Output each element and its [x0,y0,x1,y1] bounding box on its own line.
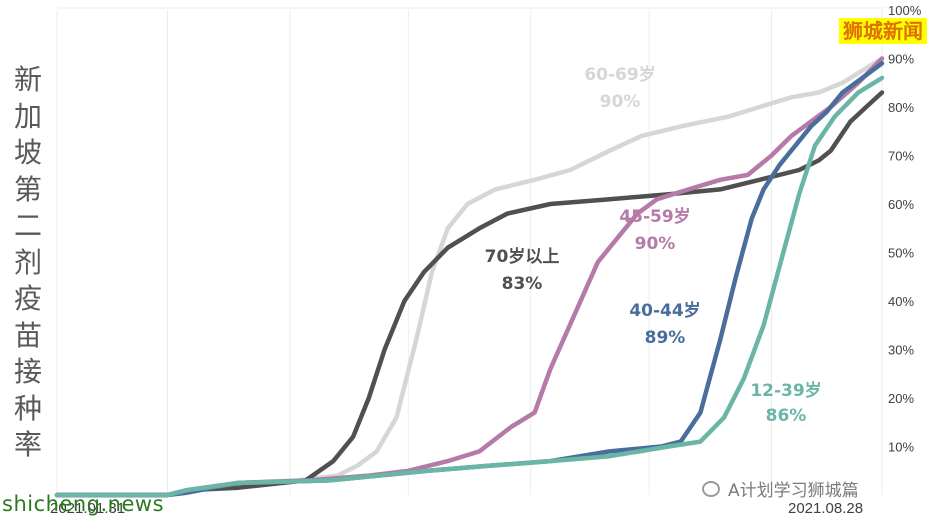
title-char: 二 [13,209,42,242]
title-char: 剂 [13,245,42,279]
series-value-label: 90% [600,92,641,112]
series-line [54,90,885,498]
y-tick-label: 90% [888,52,914,67]
series-name-label: 12-39岁 [750,380,821,401]
series-line [54,75,885,498]
y-tick-label: 70% [888,149,914,164]
series-value-label: 83% [502,274,543,294]
wechat-icon [702,481,720,497]
y-tick-label: 50% [888,246,914,261]
series-line [54,56,885,498]
series-line [54,56,885,498]
y-tick-label: 40% [888,294,914,309]
y-tick-label: 30% [888,343,914,358]
title-char: 苗 [13,318,42,352]
series-labels: 60-69岁 90% 70岁以上 83% 45-59岁 90% 40-44岁 89% 12-39… [485,64,822,426]
site-watermark: shicheng.news [2,492,165,516]
title-char: 种 [13,391,42,425]
y-tick-label: 100% [888,3,922,18]
series-name-label: 40-44岁 [629,300,700,321]
x-axis-start-label: 2021.01.31 [50,500,126,517]
series-line [54,61,885,498]
wechat-watermark: A计划学习狮城篇 [702,476,859,501]
y-tick-label: 60% [888,197,914,212]
title-char: 新 [13,63,42,96]
brand-badge: 狮城新闻 [839,18,927,44]
series-name-label: 70岁以上 [485,246,560,267]
y-tick-label: 20% [888,391,914,406]
series-value-label: 86% [766,406,807,426]
y-tick-label: 10% [888,440,914,455]
chart-title-vertical: 新加坡第二剂疫苗接种率 [8,62,48,464]
x-axis-end-label: 2021.08.28 [788,500,864,517]
title-char: 坡 [13,136,42,169]
chart-series-lines [54,56,885,498]
chart-gridlines [56,7,886,495]
series-name-label: 45-59岁 [619,206,690,227]
series-name-label: 60-69岁 [584,64,655,85]
series-value-label: 89% [645,328,686,348]
title-char: 率 [13,428,42,461]
y-axis-tick-labels: 10% 20% 30% 40% 50% 60% 70% 80% 90% 100% [888,3,922,455]
y-tick-label: 80% [888,100,914,115]
title-char: 疫 [13,282,42,315]
title-char: 第 [13,172,42,206]
title-char: 接 [13,355,42,388]
wechat-watermark-text: A计划学习狮城篇 [728,481,859,501]
title-char: 加 [13,99,42,133]
series-value-label: 90% [635,234,676,254]
